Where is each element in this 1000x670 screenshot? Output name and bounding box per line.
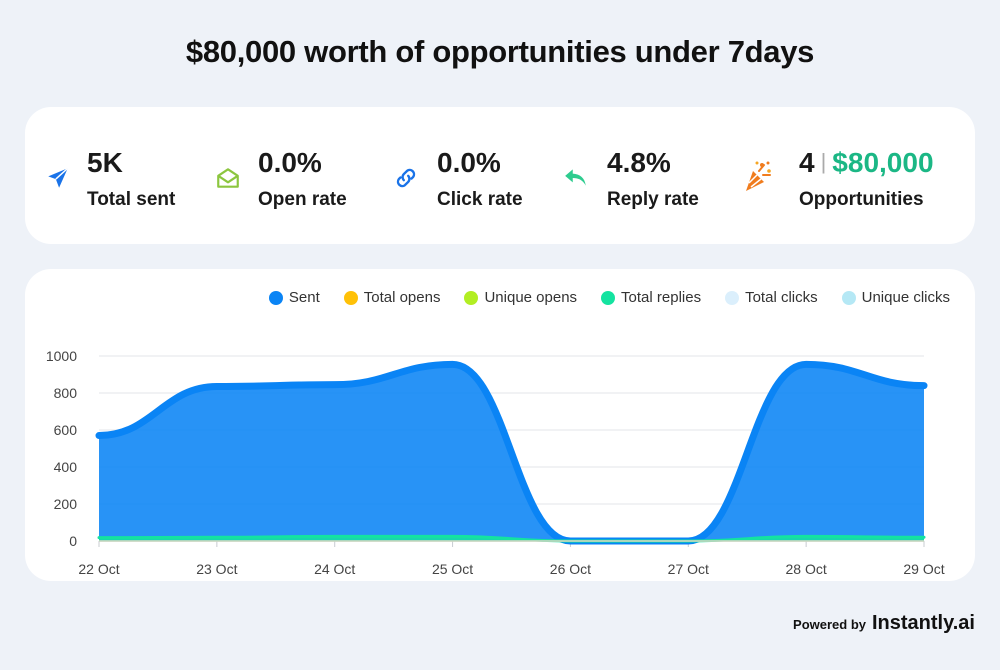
stat-value: 5K xyxy=(87,147,123,178)
legend-label: Total clicks xyxy=(745,289,818,306)
x-tick-label: 25 Oct xyxy=(432,561,473,577)
stat-label: Opportunities xyxy=(799,189,924,210)
y-tick-label: 400 xyxy=(54,459,78,475)
stats-card: 5K Total sent 0.0% Open rate 0.0% Click … xyxy=(25,107,975,244)
stat-value: 0.0% xyxy=(258,147,322,178)
chart-legend: Sent Total opens Unique opens Total repl… xyxy=(245,289,950,306)
brand-logo[interactable]: Instantly.ai xyxy=(872,612,975,634)
legend-item-unique-clicks[interactable]: Unique clicks xyxy=(841,289,950,306)
series-line-sent xyxy=(95,360,928,545)
x-tick-label: 27 Oct xyxy=(668,561,709,577)
stat-value: 4.8% xyxy=(607,147,671,178)
legend-dot xyxy=(841,290,856,305)
x-tick-label: 22 Oct xyxy=(78,561,119,577)
y-tick-label: 0 xyxy=(69,533,77,549)
legend-label: Sent xyxy=(288,289,320,306)
legend-item-unique-opens[interactable]: Unique opens xyxy=(464,289,577,306)
y-tick-label: 1000 xyxy=(46,348,77,364)
open-envelope-icon xyxy=(217,168,239,188)
legend-item-total-clicks[interactable]: Total clicks xyxy=(725,289,818,306)
paper-plane-icon xyxy=(48,167,69,188)
link-icon xyxy=(396,168,416,188)
x-tick-label: 24 Oct xyxy=(314,561,355,577)
y-tick-label: 600 xyxy=(54,422,78,438)
y-tick-label: 800 xyxy=(54,385,78,401)
footer: Powered by Instantly.ai xyxy=(793,612,975,635)
stat-label: Open rate xyxy=(258,189,347,210)
value-separator: | xyxy=(820,149,827,174)
stat-value: 0.0% xyxy=(437,147,501,178)
stat-label: Reply rate xyxy=(607,189,699,210)
page-headline: $80,000 worth of opportunities under 7da… xyxy=(185,34,815,69)
x-tick-label: 26 Oct xyxy=(550,561,591,577)
stat-label: Click rate xyxy=(437,189,523,210)
opportunity-amount: $80,000 xyxy=(832,147,934,178)
legend-item-total-opens[interactable]: Total opens xyxy=(343,289,441,306)
y-tick-label: 200 xyxy=(54,496,78,512)
powered-by-text: Powered by xyxy=(793,617,866,632)
x-tick-label: 29 Oct xyxy=(903,561,944,577)
legend-dot xyxy=(601,290,616,305)
reply-arrow-icon xyxy=(565,169,586,186)
stat-label: Total sent xyxy=(87,189,176,210)
opportunity-count: 4 xyxy=(799,147,815,178)
stat-value: 4 | $80,000 xyxy=(799,147,934,179)
legend-item-total-replies[interactable]: Total replies xyxy=(601,289,701,306)
x-tick-label: 23 Oct xyxy=(196,561,237,577)
legend-label: Unique opens xyxy=(484,289,578,306)
x-tick-label: 28 Oct xyxy=(786,561,827,577)
legend-item-sent[interactable]: Sent xyxy=(268,289,320,306)
legend-dot xyxy=(268,290,283,305)
legend-label: Unique clicks xyxy=(861,289,950,306)
party-popper-icon xyxy=(746,161,771,191)
legend-dot xyxy=(725,290,740,305)
legend-label: Total replies xyxy=(621,289,702,306)
legend-dot xyxy=(343,290,358,305)
series-line-total-replies xyxy=(97,534,926,543)
legend-label: Total opens xyxy=(363,289,441,306)
legend-dot xyxy=(464,290,479,305)
